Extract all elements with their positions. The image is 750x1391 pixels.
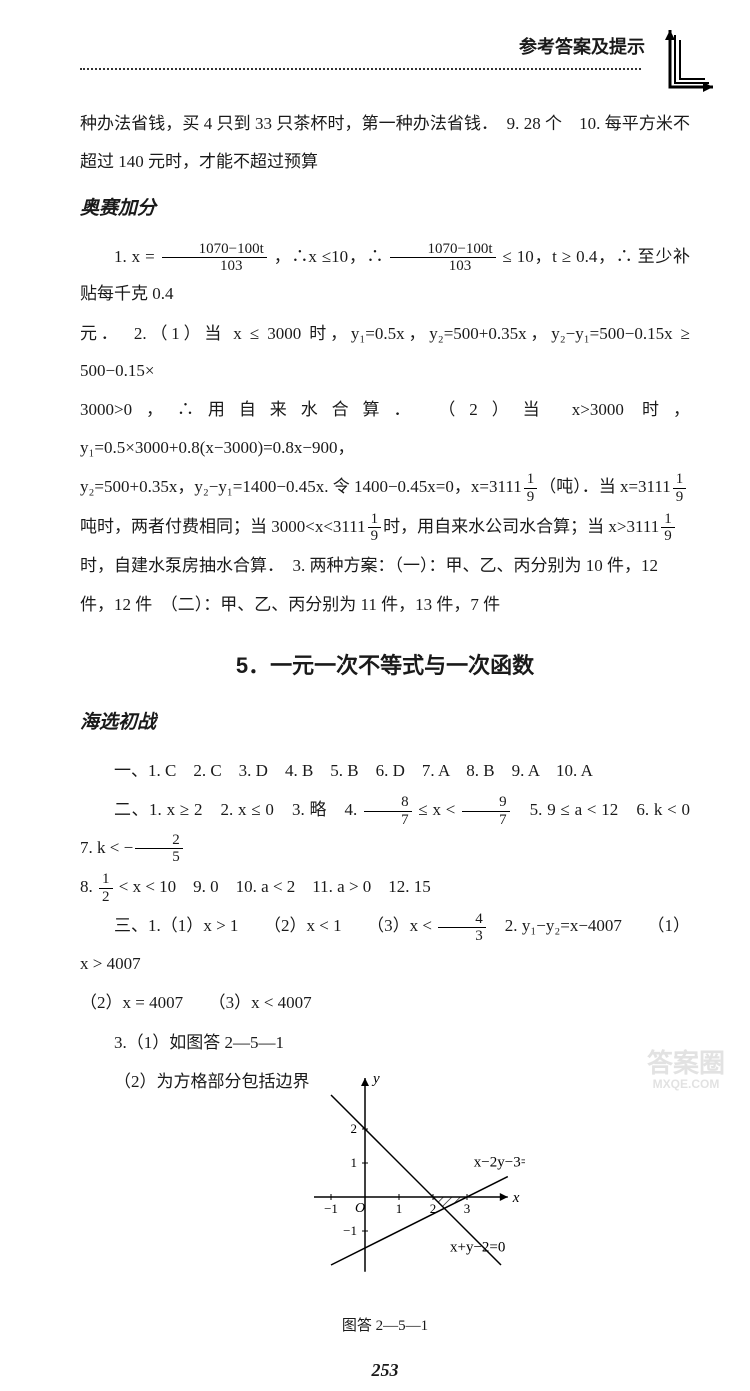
watermark: 答案圈 MXQE.COM: [647, 1049, 725, 1091]
page-number: 253: [80, 1351, 690, 1391]
text: （吨）．当 x=3111: [539, 477, 671, 496]
fraction: 19: [368, 511, 382, 545]
part1-line3: 8. 12 < x < 10 9. 0 10. a < 2 11. a > 0 …: [80, 868, 690, 905]
page-header: 参考答案及提示: [80, 30, 690, 64]
aosai-label: 奥赛加分: [80, 188, 690, 230]
aosai-line-5: 吨时，两者付费相同；当 3000<x<311119时，用自来水公司水合算；当 x…: [80, 508, 690, 545]
text: 1. x =: [114, 247, 155, 266]
haixuan-label: 海选初战: [80, 702, 690, 744]
svg-text:1: 1: [396, 1201, 403, 1216]
fraction: 12: [99, 871, 113, 905]
svg-text:1: 1: [351, 1155, 358, 1170]
svg-text:y: y: [371, 1071, 380, 1087]
text: 8.: [80, 877, 97, 896]
fraction: 19: [673, 471, 687, 505]
part1-line2: 二、1. x ≥ 2 2. x ≤ 0 3. 略 4. 87 ≤ x < 97 …: [80, 791, 690, 866]
svg-text:O: O: [355, 1201, 365, 1216]
fraction: 1070−100t 103: [390, 241, 495, 275]
aosai-line-6: 时，自建水泵房抽水合算． 3. 两种方案：（一）：甲、乙、丙分别为 10 件，1…: [80, 547, 690, 584]
text: < x < 10 9. 0 10. a < 2 11. a > 0 12. 15: [115, 877, 431, 896]
svg-text:x+y−2=0: x+y−2=0: [450, 1240, 505, 1256]
watermark-sub: MXQE.COM: [647, 1078, 725, 1091]
top-paragraph: 种办法省钱，买 4 只到 33 只茶杯时，第一种办法省钱． 9. 28 个 10…: [80, 105, 690, 180]
svg-text:3: 3: [464, 1201, 471, 1216]
aosai-line-1: 1. x = 1070−100t 103 ，∴x ≤10，∴ 1070−100t…: [80, 238, 690, 313]
fraction: 1070−100t 103: [162, 241, 267, 275]
fraction: 25: [135, 832, 183, 866]
part1-line4: 三、1.（1）x > 1 （2）x < 1 （3）x < 43 2. y₁−y₂…: [80, 907, 690, 982]
svg-text:−1: −1: [324, 1201, 338, 1216]
part1-line1: 一、1. C 2. C 3. D 4. B 5. B 6. D 7. A 8. …: [80, 752, 690, 789]
aosai-line-3: 3000>0，∴用自来水合算． （2）当 x>3000 时，y₁=0.5×300…: [80, 391, 690, 466]
text: 时，用自来水公司水合算；当 x>3111: [383, 517, 659, 536]
svg-text:2: 2: [351, 1121, 358, 1136]
text: ，∴x ≤10，∴: [274, 247, 384, 266]
fraction: 43: [438, 911, 486, 945]
dotted-divider: [80, 68, 641, 70]
fraction: 19: [524, 471, 538, 505]
text: 三、1.（1）x > 1 （2）x < 1 （3）x <: [114, 916, 436, 935]
aosai-line-4: y₂=500+0.35x，y₂−y₁=1400−0.45x. 令 1400−0.…: [80, 468, 690, 505]
fraction: 97: [462, 794, 510, 828]
corner-arrow-icon: [665, 25, 720, 95]
graph-caption: 图答 2—5—1: [80, 1310, 690, 1343]
watermark-main: 答案圈: [647, 1048, 725, 1078]
svg-text:−1: −1: [343, 1223, 357, 1238]
part1-line5: （2）x = 4007 （3）x < 4007: [80, 984, 690, 1021]
svg-text:x: x: [512, 1190, 520, 1206]
aosai-line-7: 件，12 件 （二）：甲、乙、丙分别为 11 件，13 件，7 件: [80, 586, 690, 623]
text: y₂=500+0.35x，y₂−y₁=1400−0.45x. 令 1400−0.…: [80, 477, 522, 496]
text: 二、1. x ≥ 2 2. x ≤ 0 3. 略 4.: [114, 800, 362, 819]
fraction: 87: [364, 794, 412, 828]
section-5-title: 5．一元一次不等式与一次函数: [80, 642, 690, 690]
answer-graph: 123−112−1Oxyx−2y−3=0x+y−2=0: [245, 1047, 525, 1307]
content-area: 种办法省钱，买 4 只到 33 只茶杯时，第一种办法省钱． 9. 28 个 10…: [80, 105, 690, 1391]
aosai-line-2: 元． 2.（1）当 x ≤ 3000 时，y₁=0.5x，y₂=500+0.35…: [80, 315, 690, 390]
text: ≤ x <: [414, 800, 461, 819]
svg-text:x−2y−3=0: x−2y−3=0: [474, 1155, 525, 1171]
text: 吨时，两者付费相同；当 3000<x<3111: [80, 517, 366, 536]
fraction: 19: [661, 511, 675, 545]
